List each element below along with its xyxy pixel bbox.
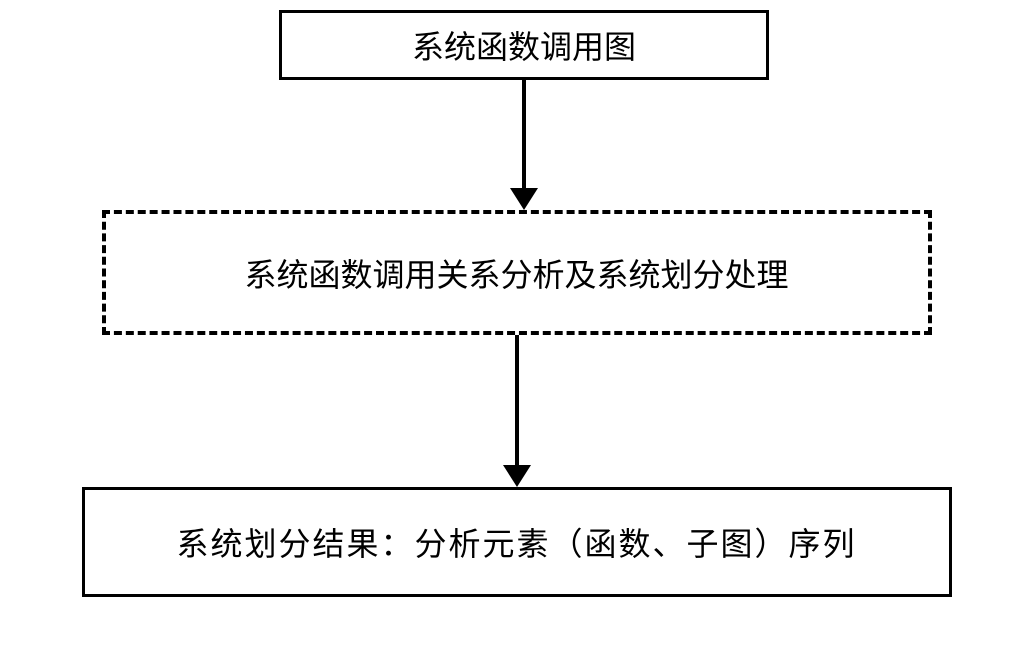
arrow-head-icon	[510, 188, 538, 210]
arrow-top-to-middle	[510, 80, 538, 210]
node-middle-label: 系统函数调用关系分析及系统划分处理	[244, 250, 788, 296]
arrow-line	[522, 80, 526, 188]
flowchart-node-top: 系统函数调用图	[279, 10, 769, 80]
flowchart-node-bottom: 系统划分结果：分析元素（函数、子图）序列	[82, 487, 952, 597]
arrow-line	[515, 335, 519, 465]
node-top-label: 系统函数调用图	[412, 22, 636, 68]
arrow-head-icon	[503, 465, 531, 487]
flowchart-node-middle: 系统函数调用关系分析及系统划分处理	[102, 210, 932, 335]
arrow-middle-to-bottom	[503, 335, 531, 487]
node-bottom-label: 系统划分结果：分析元素（函数、子图）序列	[176, 519, 856, 565]
